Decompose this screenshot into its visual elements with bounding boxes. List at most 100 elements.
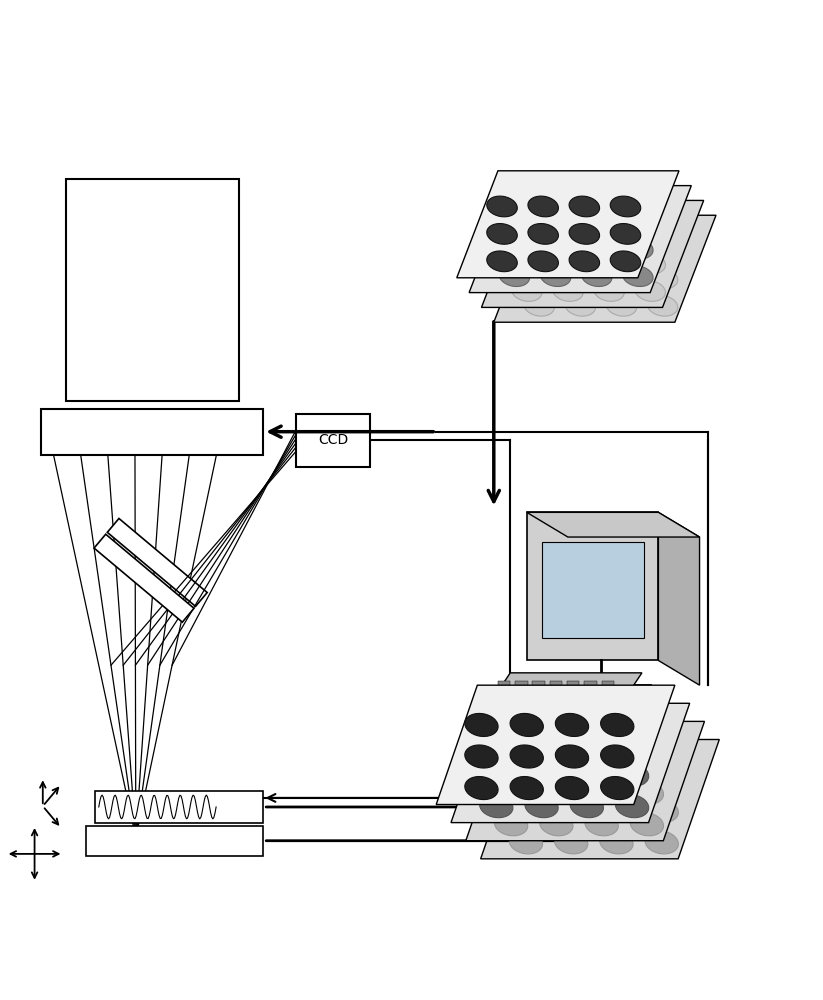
Bar bbox=[515, 681, 528, 688]
Ellipse shape bbox=[555, 799, 588, 822]
Polygon shape bbox=[94, 534, 194, 622]
Ellipse shape bbox=[616, 732, 649, 755]
Ellipse shape bbox=[593, 226, 625, 246]
Ellipse shape bbox=[525, 732, 558, 755]
Ellipse shape bbox=[528, 224, 559, 244]
Ellipse shape bbox=[555, 768, 588, 791]
Ellipse shape bbox=[647, 241, 678, 261]
Ellipse shape bbox=[480, 732, 513, 755]
Ellipse shape bbox=[593, 281, 625, 301]
Ellipse shape bbox=[635, 253, 666, 274]
Polygon shape bbox=[451, 703, 690, 823]
Ellipse shape bbox=[552, 281, 584, 301]
Bar bbox=[567, 681, 579, 688]
Ellipse shape bbox=[645, 799, 678, 822]
Bar bbox=[95, 791, 263, 823]
Ellipse shape bbox=[600, 831, 633, 854]
Ellipse shape bbox=[499, 211, 530, 232]
Ellipse shape bbox=[510, 713, 543, 736]
Bar bbox=[296, 414, 370, 467]
Ellipse shape bbox=[552, 226, 584, 246]
Ellipse shape bbox=[510, 777, 543, 800]
Bar bbox=[576, 701, 588, 707]
Bar bbox=[589, 711, 602, 717]
Bar bbox=[486, 711, 498, 717]
Bar bbox=[524, 701, 537, 707]
Bar bbox=[498, 681, 510, 688]
Ellipse shape bbox=[565, 268, 596, 289]
Ellipse shape bbox=[610, 196, 641, 217]
Bar bbox=[555, 711, 567, 717]
Ellipse shape bbox=[486, 251, 518, 272]
Bar bbox=[86, 826, 263, 856]
Bar bbox=[546, 691, 558, 698]
Ellipse shape bbox=[569, 224, 600, 244]
Ellipse shape bbox=[635, 281, 666, 301]
Ellipse shape bbox=[645, 831, 678, 854]
Ellipse shape bbox=[465, 745, 498, 768]
Ellipse shape bbox=[465, 713, 498, 736]
Bar bbox=[527, 512, 658, 660]
Ellipse shape bbox=[499, 266, 530, 287]
Ellipse shape bbox=[523, 241, 555, 261]
Bar bbox=[542, 701, 554, 707]
Bar bbox=[542, 542, 644, 638]
Polygon shape bbox=[469, 186, 691, 293]
Ellipse shape bbox=[523, 295, 555, 316]
Ellipse shape bbox=[525, 795, 558, 818]
Ellipse shape bbox=[528, 251, 559, 272]
Ellipse shape bbox=[552, 253, 584, 274]
Bar bbox=[490, 701, 502, 707]
Polygon shape bbox=[527, 512, 700, 537]
Polygon shape bbox=[481, 739, 719, 859]
Ellipse shape bbox=[616, 795, 649, 818]
Polygon shape bbox=[494, 215, 716, 322]
Ellipse shape bbox=[523, 268, 555, 289]
Ellipse shape bbox=[556, 777, 588, 800]
Ellipse shape bbox=[570, 795, 603, 818]
Ellipse shape bbox=[495, 750, 528, 773]
Bar bbox=[602, 681, 614, 688]
Ellipse shape bbox=[511, 253, 542, 274]
Bar bbox=[584, 681, 597, 688]
Bar bbox=[580, 691, 593, 698]
Ellipse shape bbox=[622, 211, 653, 232]
Bar bbox=[520, 711, 532, 717]
Polygon shape bbox=[107, 518, 207, 606]
Ellipse shape bbox=[525, 763, 558, 786]
Ellipse shape bbox=[495, 781, 528, 804]
Bar bbox=[507, 701, 519, 707]
Ellipse shape bbox=[593, 253, 625, 274]
Ellipse shape bbox=[630, 813, 663, 836]
Ellipse shape bbox=[540, 211, 571, 232]
Ellipse shape bbox=[480, 763, 513, 786]
Ellipse shape bbox=[610, 224, 641, 244]
Ellipse shape bbox=[581, 211, 612, 232]
Ellipse shape bbox=[569, 196, 600, 217]
Ellipse shape bbox=[511, 281, 542, 301]
Ellipse shape bbox=[480, 795, 513, 818]
Text: CCD: CCD bbox=[319, 433, 348, 447]
Polygon shape bbox=[457, 171, 679, 278]
Bar bbox=[511, 691, 523, 698]
Polygon shape bbox=[481, 200, 704, 307]
Ellipse shape bbox=[565, 241, 596, 261]
Ellipse shape bbox=[570, 763, 603, 786]
Ellipse shape bbox=[600, 799, 633, 822]
Ellipse shape bbox=[585, 813, 618, 836]
Ellipse shape bbox=[606, 295, 637, 316]
Ellipse shape bbox=[540, 813, 573, 836]
Bar bbox=[572, 711, 584, 717]
Bar bbox=[537, 711, 550, 717]
Ellipse shape bbox=[509, 831, 542, 854]
Ellipse shape bbox=[610, 251, 641, 272]
Ellipse shape bbox=[570, 732, 603, 755]
Bar bbox=[559, 701, 571, 707]
Bar bbox=[593, 701, 606, 707]
Bar bbox=[532, 681, 545, 688]
Ellipse shape bbox=[581, 238, 612, 259]
Bar bbox=[66, 179, 239, 401]
Bar bbox=[528, 691, 541, 698]
Bar bbox=[563, 691, 575, 698]
Ellipse shape bbox=[616, 763, 649, 786]
